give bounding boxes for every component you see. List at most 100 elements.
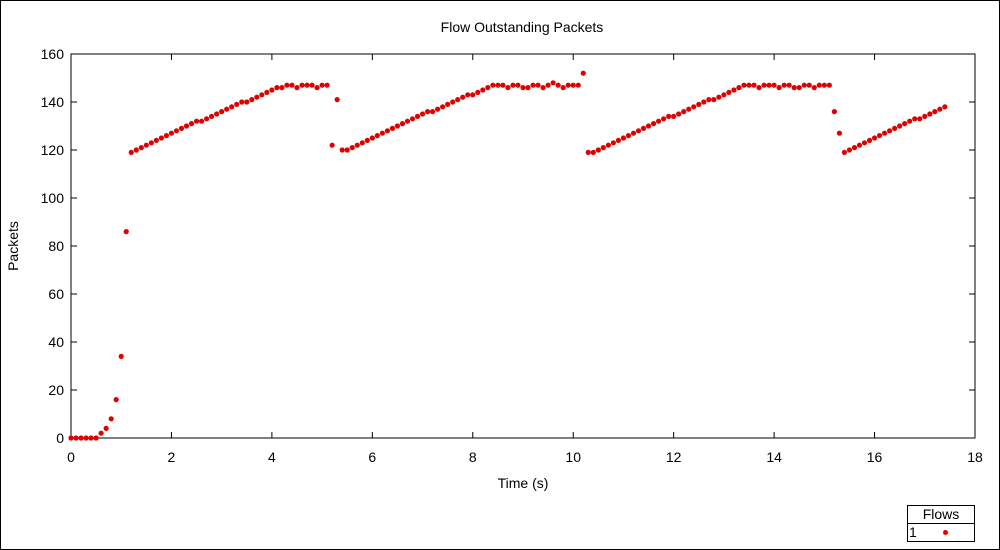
data-point bbox=[796, 85, 802, 91]
data-point bbox=[455, 97, 461, 103]
data-point bbox=[927, 111, 933, 117]
data-point bbox=[922, 113, 928, 119]
data-point bbox=[585, 149, 591, 155]
data-point bbox=[440, 104, 446, 110]
data-point bbox=[430, 109, 436, 115]
data-point bbox=[897, 123, 903, 129]
data-point bbox=[701, 99, 707, 105]
data-point bbox=[640, 125, 647, 131]
data-point bbox=[681, 109, 687, 115]
data-point bbox=[851, 145, 858, 151]
data-point bbox=[500, 82, 506, 88]
data-point bbox=[565, 82, 571, 88]
data-point bbox=[856, 142, 863, 148]
data-point bbox=[686, 106, 692, 112]
data-point bbox=[234, 101, 240, 107]
data-point bbox=[480, 87, 486, 93]
x-tick-label: 6 bbox=[368, 449, 376, 465]
data-point bbox=[831, 109, 837, 115]
data-point bbox=[163, 133, 170, 139]
x-tick-label: 12 bbox=[666, 449, 682, 465]
data-point bbox=[279, 85, 285, 91]
data-point bbox=[535, 82, 541, 88]
data-point bbox=[846, 147, 853, 153]
x-tick-label: 8 bbox=[469, 449, 477, 465]
data-point bbox=[133, 147, 139, 153]
data-point bbox=[138, 145, 144, 151]
data-point bbox=[645, 123, 652, 129]
data-point bbox=[711, 97, 717, 103]
data-point bbox=[314, 85, 320, 91]
data-point bbox=[736, 85, 742, 91]
data-point bbox=[445, 101, 451, 107]
y-axis: 0 20 40 60 80 100 120 140 160 bbox=[41, 46, 975, 446]
data-point bbox=[841, 149, 848, 155]
data-point bbox=[364, 137, 370, 143]
data-point bbox=[866, 137, 873, 143]
data-point bbox=[339, 147, 345, 153]
data-point bbox=[826, 82, 832, 88]
data-point bbox=[671, 113, 677, 119]
data-point bbox=[68, 435, 74, 441]
data-point bbox=[791, 85, 797, 91]
data-point bbox=[620, 135, 627, 141]
data-point bbox=[188, 121, 195, 127]
legend-marker bbox=[943, 530, 948, 535]
data-point bbox=[419, 111, 426, 117]
data-point bbox=[143, 142, 149, 148]
data-point bbox=[902, 121, 908, 127]
x-tick-label: 2 bbox=[168, 449, 176, 465]
data-point bbox=[721, 92, 727, 98]
data-point bbox=[495, 82, 501, 88]
data-point bbox=[746, 82, 752, 88]
data-point bbox=[756, 85, 762, 91]
x-axis-label: Time (s) bbox=[498, 475, 549, 491]
y-tick-label: 140 bbox=[41, 94, 65, 110]
data-point bbox=[294, 85, 300, 91]
data-point bbox=[882, 130, 888, 136]
data-point bbox=[229, 104, 235, 110]
data-point bbox=[148, 140, 154, 146]
data-point bbox=[661, 116, 667, 122]
data-point bbox=[600, 145, 606, 151]
data-point bbox=[309, 82, 315, 88]
data-point bbox=[676, 111, 682, 117]
data-point bbox=[399, 121, 406, 127]
y-tick-label: 100 bbox=[41, 190, 65, 206]
data-point bbox=[424, 109, 431, 115]
data-point bbox=[520, 85, 526, 91]
data-point bbox=[590, 149, 596, 155]
data-point bbox=[771, 82, 777, 88]
data-point bbox=[470, 92, 476, 98]
y-tick-label: 120 bbox=[41, 142, 65, 158]
x-tick-label: 14 bbox=[766, 449, 782, 465]
data-point bbox=[450, 99, 456, 105]
x-axis: 0 2 4 6 8 10 12 14 16 18 bbox=[67, 54, 983, 465]
data-point bbox=[806, 82, 812, 88]
data-point bbox=[354, 142, 360, 148]
data-point bbox=[580, 70, 586, 76]
data-point bbox=[505, 85, 511, 91]
data-point bbox=[610, 140, 617, 146]
data-point bbox=[409, 116, 416, 122]
y-tick-label: 40 bbox=[48, 334, 64, 350]
data-point bbox=[404, 118, 411, 124]
legend-entry: 1 bbox=[908, 524, 974, 541]
data-point bbox=[475, 89, 481, 95]
data-point bbox=[530, 82, 536, 88]
data-point bbox=[937, 106, 943, 112]
data-point bbox=[630, 130, 637, 136]
data-point bbox=[219, 109, 225, 115]
data-point bbox=[83, 435, 89, 441]
data-point bbox=[731, 87, 737, 93]
data-point bbox=[394, 123, 401, 129]
data-point bbox=[525, 85, 531, 91]
data-point bbox=[435, 106, 441, 112]
data-point bbox=[706, 97, 712, 103]
data-point bbox=[776, 85, 782, 91]
data-point bbox=[465, 92, 471, 98]
data-point bbox=[811, 85, 817, 91]
data-point bbox=[93, 435, 99, 441]
data-point bbox=[204, 116, 210, 122]
